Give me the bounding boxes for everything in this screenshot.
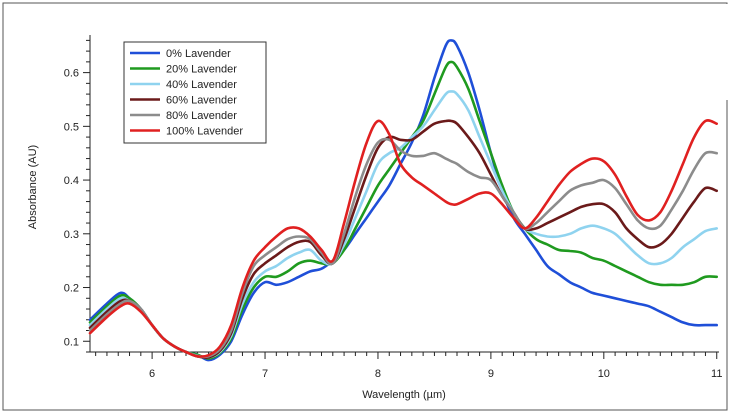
legend-label: 0% Lavender — [166, 48, 231, 60]
series-line-5 — [88, 119, 718, 358]
y-tick-label: 0.3 — [64, 229, 79, 241]
x-tick-label: 8 — [375, 368, 381, 380]
axes-group: 6 7 8 9 10 11 0.1 0.2 0.3 0.4 0.5 0.6 — [64, 35, 722, 380]
y-tick-label: 0.5 — [64, 121, 79, 133]
x-axis-title: Wavelength (µm) — [362, 389, 446, 401]
y-tick-label: 0.6 — [64, 68, 79, 80]
legend-box — [123, 41, 267, 144]
series-layer — [88, 39, 718, 362]
x-tick-label: 7 — [262, 368, 268, 380]
x-tick-label: 11 — [711, 368, 722, 380]
legend-label: 40% Lavender — [166, 79, 237, 91]
y-tick-label: 0.1 — [64, 336, 79, 348]
x-tick-label: 9 — [488, 368, 494, 380]
x-tick-label: 10 — [598, 368, 610, 380]
y-axis-title: Absorbance (AU) — [27, 145, 39, 229]
legend-label: 100% Lavender — [166, 126, 243, 138]
legend-label: 80% Lavender — [166, 110, 237, 122]
legend-label: 60% Lavender — [166, 95, 237, 107]
y-tick-label: 0.2 — [64, 283, 79, 295]
torn-corner — [499, 4, 728, 101]
y-tick-label: 0.4 — [64, 175, 79, 187]
series-line-4 — [88, 137, 718, 359]
legend: 0% Lavender 20% Lavender 40% Lavender 60% L… — [123, 41, 267, 144]
x-tick-label: 6 — [149, 368, 155, 380]
outer-frame — [2, 2, 728, 411]
legend-label: 20% Lavender — [166, 64, 237, 76]
